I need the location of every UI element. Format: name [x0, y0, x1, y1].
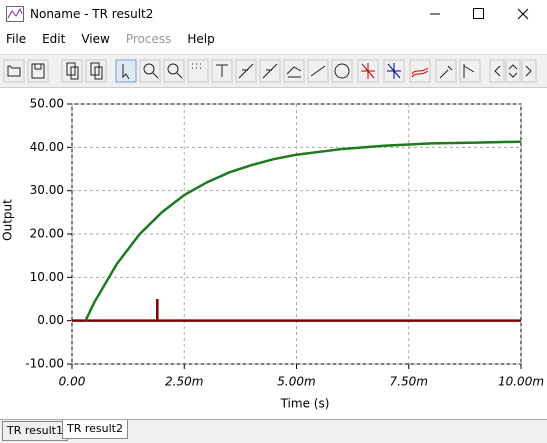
toolbar-button[interactable] — [307, 59, 329, 83]
toolbar-button[interactable] — [235, 59, 257, 83]
toolbar-button[interactable] — [489, 59, 505, 83]
toolbar-button[interactable] — [61, 59, 83, 83]
toolbar — [0, 54, 547, 88]
toolbar-button[interactable] — [259, 59, 281, 83]
menu-bar: File Edit View Process Help — [0, 29, 547, 50]
toolbar-button[interactable] — [85, 59, 107, 83]
series-line — [72, 299, 521, 322]
toolbar-button[interactable] — [521, 59, 537, 83]
y-tick-label: 50.00 — [30, 97, 64, 111]
y-tick-label: 30.00 — [30, 183, 64, 197]
title-bar: Noname - TR result2 — [0, 0, 547, 29]
toolbar-button[interactable] — [115, 59, 137, 83]
tab[interactable]: TR result2 — [62, 420, 128, 439]
x-tick-label: 7.50m — [390, 375, 428, 389]
toolbar-button[interactable] — [357, 59, 379, 83]
toolbar-button[interactable] — [163, 59, 185, 83]
toolbar-button[interactable] — [27, 59, 49, 83]
menu-item[interactable]: Edit — [42, 32, 66, 46]
menu-item[interactable]: Help — [187, 32, 215, 46]
tab[interactable]: TR result1 — [2, 421, 68, 441]
toolbar-button[interactable] — [383, 59, 405, 83]
x-tick-label: 5.00m — [277, 375, 315, 389]
toolbar-button[interactable] — [435, 59, 457, 83]
app-icon — [6, 6, 24, 22]
toolbar-button[interactable] — [139, 59, 161, 83]
toolbar-button[interactable] — [459, 59, 481, 83]
tab-bar: TR result1 TR result2 — [0, 419, 547, 443]
toolbar-button[interactable] — [211, 59, 233, 83]
x-axis-label: Time (s) — [280, 397, 330, 411]
window-controls[interactable] — [420, 0, 547, 29]
series-line — [84, 140, 522, 322]
toolbar-button[interactable] — [3, 59, 25, 83]
toolbar-button[interactable] — [409, 59, 431, 83]
toolbar-button[interactable] — [283, 59, 305, 83]
y-tick-label: 10.00 — [30, 270, 64, 284]
y-tick-label: 0.00 — [37, 313, 64, 327]
toolbar-button[interactable] — [505, 59, 521, 83]
toolbar-button[interactable] — [187, 59, 209, 83]
x-tick-label: 10.00m — [498, 375, 544, 389]
menu-item[interactable]: View — [81, 32, 110, 46]
y-tick-label: 20.00 — [30, 227, 64, 241]
toolbar-button[interactable] — [331, 59, 353, 83]
window-title: Noname - TR result2 — [30, 7, 154, 21]
menu-item[interactable]: File — [6, 32, 27, 46]
x-tick-label: 0.00 — [59, 375, 86, 389]
y-tick-label: -10.00 — [25, 357, 64, 371]
menu-item[interactable]: Process — [125, 32, 172, 46]
y-tick-label: 40.00 — [30, 140, 64, 154]
x-tick-label: 2.50m — [165, 375, 203, 389]
y-axis-label: Output — [1, 199, 15, 241]
toolbar-icons — [3, 59, 537, 83]
chart: Output Time (s) -10.00 0.00 10.00 20.00 30.0… — [1, 97, 545, 411]
